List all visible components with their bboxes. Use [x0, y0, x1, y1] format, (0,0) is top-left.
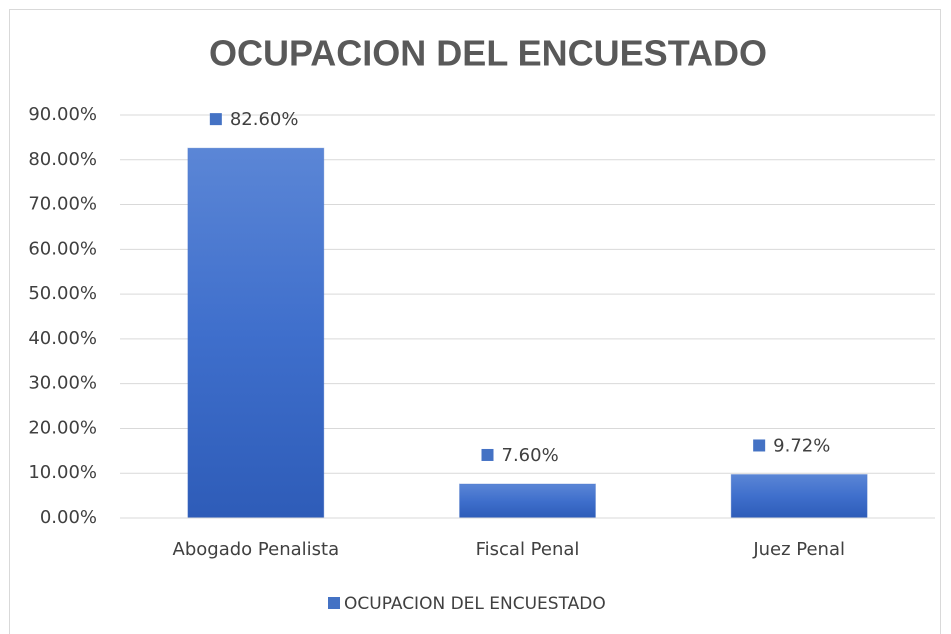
data-label-key — [209, 113, 222, 126]
chart-title: OCUPACION DEL ENCUESTADO — [209, 33, 767, 74]
y-tick-label: 60.00% — [28, 238, 97, 259]
bar — [187, 147, 325, 519]
x-tick-label: Abogado Penalista — [173, 539, 340, 560]
bar — [730, 473, 868, 519]
data-label: 82.60% — [230, 109, 299, 130]
x-tick-label: Juez Penal — [752, 539, 845, 560]
legend-swatch — [328, 597, 340, 609]
data-label: 9.72% — [773, 435, 830, 456]
y-tick-label: 50.00% — [28, 283, 97, 304]
chart-border — [9, 9, 941, 634]
y-tick-label: 90.00% — [28, 104, 97, 125]
y-tick-label: 40.00% — [28, 328, 97, 349]
bar — [459, 483, 596, 519]
data-label-key — [481, 448, 494, 461]
y-tick-label: 0.00% — [40, 507, 97, 528]
y-tick-label: 80.00% — [28, 149, 97, 170]
y-tick-label: 10.00% — [28, 462, 97, 483]
legend-label: OCUPACION DEL ENCUESTADO — [344, 594, 606, 614]
x-tick-label: Fiscal Penal — [476, 539, 580, 560]
data-label: 7.60% — [502, 445, 559, 466]
y-tick-label: 30.00% — [28, 373, 97, 394]
data-label-key — [753, 439, 766, 452]
y-tick-label: 20.00% — [28, 417, 97, 438]
y-tick-label: 70.00% — [28, 194, 97, 215]
